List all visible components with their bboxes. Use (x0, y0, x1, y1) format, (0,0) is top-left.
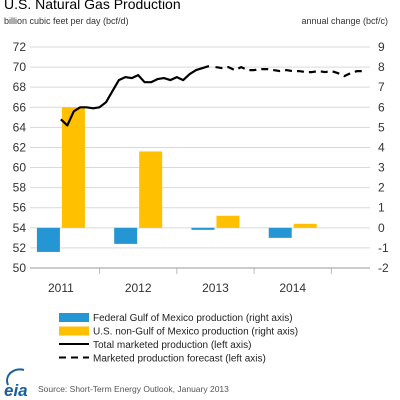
bar-non-gulf (139, 151, 163, 228)
legend-swatch-federal-gulf (59, 313, 89, 322)
left-tick-label: 72 (13, 40, 27, 54)
left-tick-label: 50 (13, 261, 27, 275)
legend-label-forecast: Marketed production forecast (left axis) (93, 354, 266, 365)
bars (36, 107, 317, 252)
right-tick-label: 8 (378, 60, 385, 74)
eia-logo-text: eia (4, 381, 28, 400)
left-axis-label: billion cubic feet per day (bcf/d) (4, 16, 129, 26)
chart-title: U.S. Natural Gas Production (4, 0, 181, 12)
bar-federal-gulf (114, 227, 138, 244)
source-note: Source: Short-Term Energy Outlook, Janua… (38, 384, 229, 394)
left-tick-label: 56 (13, 201, 27, 215)
right-tick-label: -1 (378, 241, 389, 255)
right-tick-label: 4 (378, 140, 385, 154)
legend-label-non-gulf: U.S. non-Gulf of Mexico production (righ… (93, 327, 298, 338)
right-axis-label: annual change (bcf/c) (301, 16, 388, 26)
bar-federal-gulf (36, 227, 60, 252)
x-tick-label: 2014 (279, 281, 306, 295)
left-tick-label: 62 (13, 140, 27, 154)
left-tick-label: 58 (13, 181, 27, 195)
left-tick-label: 60 (13, 161, 27, 175)
left-tick-label: 66 (13, 100, 27, 114)
right-tick-label: 7 (378, 80, 385, 94)
legend-label-federal-gulf: Federal Gulf of Mexico production (right… (93, 313, 293, 324)
bar-non-gulf (61, 107, 85, 228)
right-tick-label: 3 (378, 161, 385, 175)
legend-swatch-non-gulf (59, 326, 89, 336)
eia-logo: eia (4, 368, 28, 400)
line-total-marketed-production (60, 65, 210, 127)
x-tick-label: 2013 (202, 281, 229, 295)
right-tick-label: -2 (378, 261, 389, 275)
right-tick-label: 0 (378, 221, 385, 235)
bar-non-gulf (293, 223, 317, 228)
left-tick-label: 70 (13, 60, 27, 74)
gridlines (30, 46, 370, 269)
x-tick-label: 2011 (48, 281, 74, 295)
left-tick-label: 52 (13, 241, 27, 255)
lines (60, 65, 364, 127)
legend-label-total-production: Total marketed production (left axis) (93, 340, 251, 351)
left-tick-label: 64 (13, 120, 27, 134)
line-production-forecast (215, 65, 364, 78)
legend: Federal Gulf of Mexico production (right… (59, 313, 298, 365)
bar-non-gulf (216, 215, 240, 228)
right-tick-label: 2 (378, 181, 385, 195)
bar-federal-gulf (268, 227, 292, 238)
right-tick-label: 9 (378, 40, 385, 54)
left-tick-label: 68 (13, 80, 27, 94)
right-tick-label: 5 (378, 120, 385, 134)
x-tick-label: 2012 (125, 281, 152, 295)
axes: 505254565860626466687072-2-1012345678920… (13, 40, 389, 295)
left-tick-label: 54 (13, 221, 27, 235)
right-tick-label: 6 (378, 100, 385, 114)
bar-federal-gulf (191, 227, 215, 230)
right-tick-label: 1 (378, 201, 385, 215)
